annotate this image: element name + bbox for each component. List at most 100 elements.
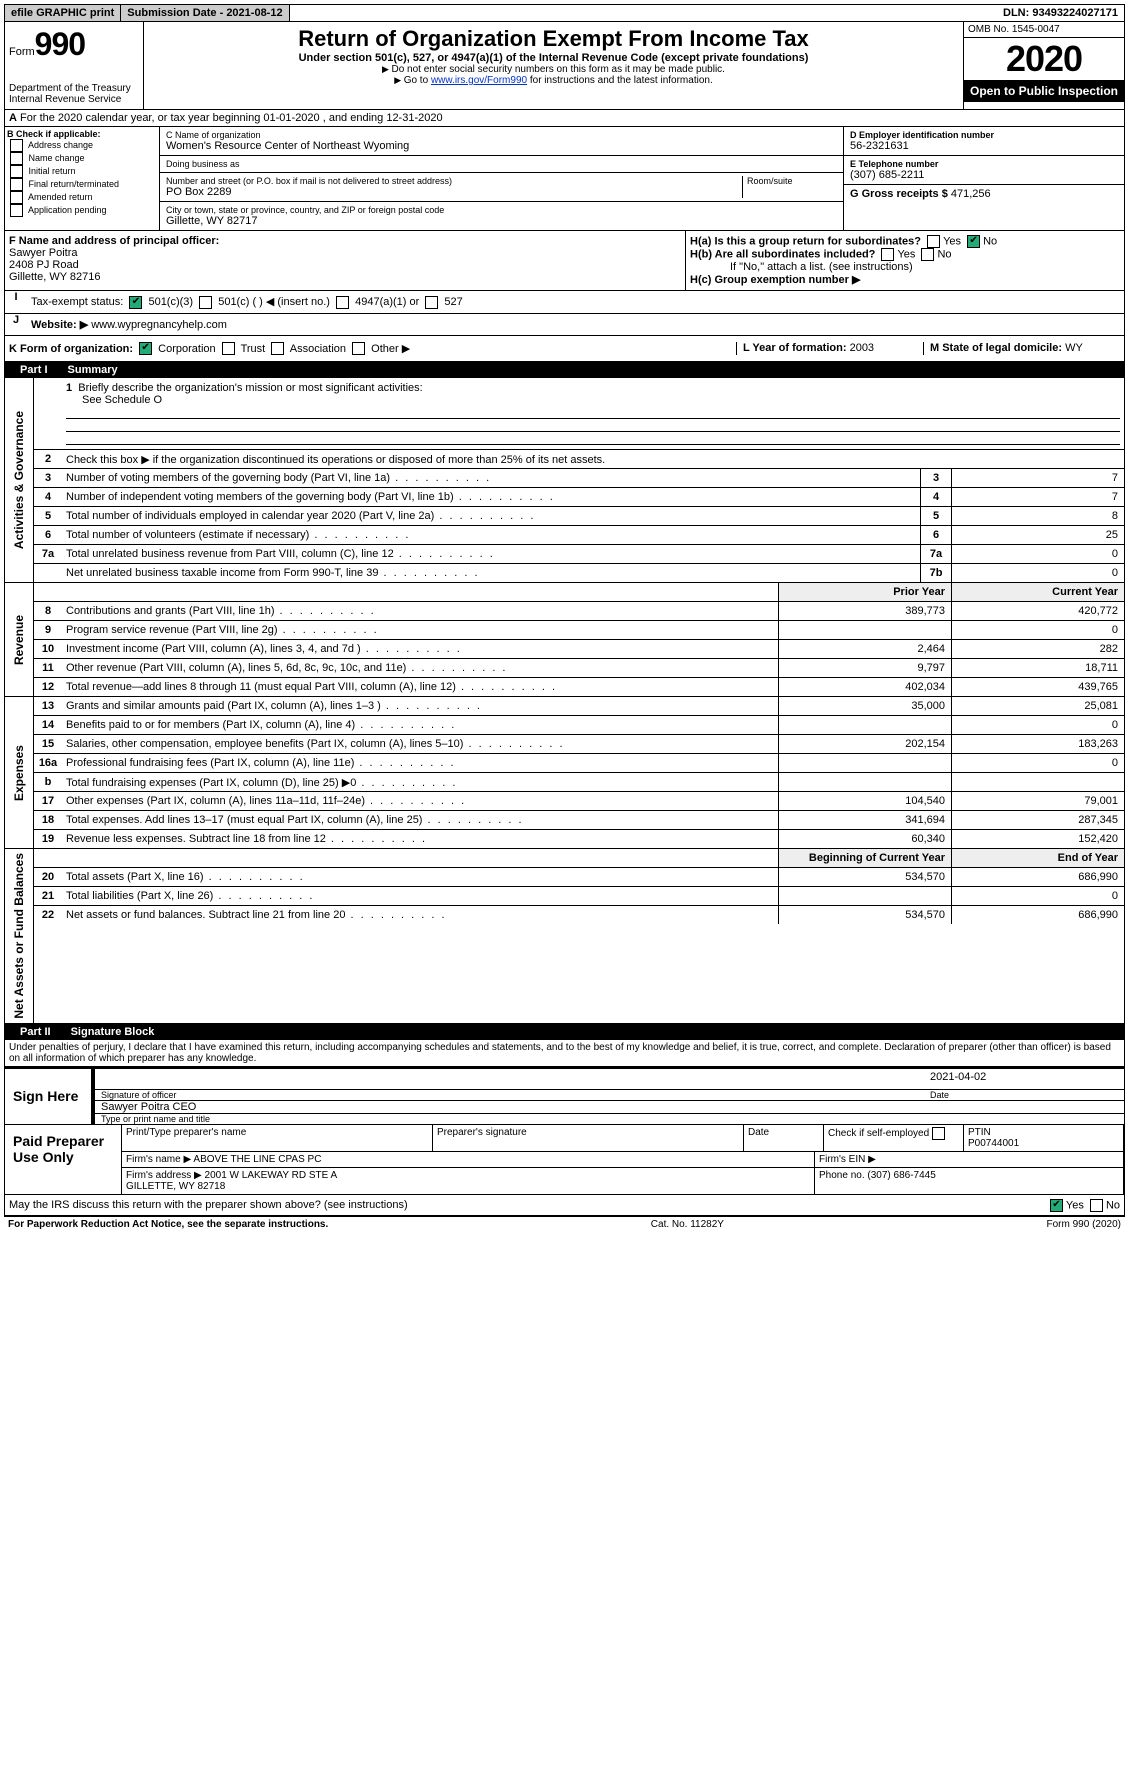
check-other[interactable] (352, 342, 365, 355)
website-url: www.wypregnancyhelp.com (91, 319, 227, 331)
mission-text: See Schedule O (82, 394, 162, 406)
submission-date: Submission Date - 2021-08-12 (121, 5, 289, 21)
efile-print-button[interactable]: efile GRAPHIC print (5, 5, 121, 21)
officer-label: F Name and address of principal officer: (9, 235, 681, 247)
opt-527: 527 (444, 296, 462, 308)
omb-number: OMB No. 1545-0047 (964, 22, 1124, 38)
discuss-row: May the IRS discuss this return with the… (4, 1195, 1125, 1216)
tax-exempt-label: Tax-exempt status: (31, 296, 123, 308)
form-subtitle: Under section 501(c), 527, or 4947(a)(1)… (148, 52, 959, 64)
line-9: 9Program service revenue (Part VIII, lin… (34, 621, 1124, 640)
department: Department of the Treasury Internal Reve… (9, 83, 139, 105)
check-initial-return[interactable] (10, 165, 23, 178)
tax-year: 2020 (964, 38, 1124, 80)
website-label: Website: ▶ (31, 319, 88, 331)
perjury-text: Under penalties of perjury, I declare th… (4, 1040, 1125, 1067)
hb-yes[interactable] (881, 248, 894, 261)
line-20: 20Total assets (Part X, line 16)534,5706… (34, 868, 1124, 887)
check-501c3[interactable]: ✔ (129, 296, 142, 309)
row-k: K Form of organization: ✔ Corporation Tr… (4, 336, 1125, 363)
officer-name: Sawyer Poitra (9, 247, 681, 259)
officer-addr1: 2408 PJ Road (9, 259, 681, 271)
ha-no[interactable]: ✔ (967, 235, 980, 248)
entity-block: B Check if applicable: Address change Na… (4, 127, 1125, 231)
check-527[interactable] (425, 296, 438, 309)
k-label: K Form of organization: (9, 343, 133, 355)
line-13: 13Grants and similar amounts paid (Part … (34, 697, 1124, 716)
prior-year-header: Prior Year (778, 583, 951, 601)
discuss-no[interactable] (1090, 1199, 1103, 1212)
firm-ein-label: Firm's EIN ▶ (815, 1152, 1124, 1168)
part1-heading: Summary (68, 364, 118, 376)
check-4947[interactable] (336, 296, 349, 309)
opt-assoc: Association (290, 343, 346, 355)
paid-preparer-block: Paid Preparer Use Only Print/Type prepar… (4, 1125, 1125, 1195)
part2-bar: Part II Signature Block (4, 1024, 1125, 1040)
line-21: 21Total liabilities (Part X, line 26)0 (34, 887, 1124, 906)
name-label: C Name of organization (166, 130, 837, 140)
check-name-change[interactable] (10, 152, 23, 165)
firm-name-label: Firm's name ▶ (126, 1154, 191, 1165)
check-final-return/terminated[interactable] (10, 178, 23, 191)
note-ssn: Do not enter social security numbers on … (148, 64, 959, 75)
firm-phone: (307) 686-7445 (867, 1170, 935, 1181)
sign-here-label: Sign Here (5, 1069, 91, 1124)
row-f-h: F Name and address of principal officer:… (4, 231, 1125, 291)
exp-label: Expenses (10, 741, 28, 805)
line-4: 4Number of independent voting members of… (34, 488, 1124, 507)
self-employed: Check if self-employed (824, 1125, 964, 1152)
line-14: 14Benefits paid to or for members (Part … (34, 716, 1124, 735)
gross-receipts: 471,256 (951, 188, 991, 200)
line-17: 17Other expenses (Part IX, column (A), l… (34, 792, 1124, 811)
check-corp[interactable]: ✔ (139, 342, 152, 355)
check-address-change[interactable] (10, 139, 23, 152)
check-501c[interactable] (199, 296, 212, 309)
check-self-employed[interactable] (932, 1127, 945, 1140)
hb-no[interactable] (921, 248, 934, 261)
firm-phone-label: Phone no. (819, 1170, 865, 1181)
line-15: 15Salaries, other compensation, employee… (34, 735, 1124, 754)
check-assoc[interactable] (271, 342, 284, 355)
check-application-pending[interactable] (10, 204, 23, 217)
form-ref: Form 990 (2020) (1047, 1219, 1121, 1230)
check-amended-return[interactable] (10, 191, 23, 204)
m-label: M State of legal domicile: (930, 342, 1062, 354)
opt-4947: 4947(a)(1) or (355, 296, 419, 308)
form-word: Form (9, 46, 35, 58)
line-6: 6Total number of volunteers (estimate if… (34, 526, 1124, 545)
org-name: Women's Resource Center of Northeast Wyo… (166, 140, 837, 152)
gov-label: Activities & Governance (10, 407, 28, 553)
opt-other: Other ▶ (371, 343, 410, 355)
domicile-state: WY (1065, 342, 1083, 354)
check-trust[interactable] (222, 342, 235, 355)
part1-title: Part I (12, 364, 56, 376)
part1-bar: Part I Summary (4, 362, 1125, 378)
irs-link[interactable]: www.irs.gov/Form990 (431, 75, 527, 86)
ha-yes[interactable] (927, 235, 940, 248)
city-state-zip: Gillette, WY 82717 (166, 215, 837, 227)
line-22: 22Net assets or fund balances. Subtract … (34, 906, 1124, 924)
note2-pre: Go to (404, 75, 431, 86)
line-7a: 7aTotal unrelated business revenue from … (34, 545, 1124, 564)
cat-no: Cat. No. 11282Y (651, 1219, 724, 1230)
ein: 56-2321631 (850, 140, 1118, 152)
opt-501c: 501(c) ( ) ◀ (insert no.) (218, 296, 330, 308)
officer-print-name: Sawyer Poitra CEO (95, 1101, 1124, 1114)
revenue-grid: Revenue Prior YearCurrent Year 8Contribu… (4, 583, 1125, 697)
line-18: 18Total expenses. Add lines 13–17 (must … (34, 811, 1124, 830)
hb: H(b) Are all subordinates included? Yes … (690, 248, 1120, 261)
pra-notice: For Paperwork Reduction Act Notice, see … (8, 1219, 328, 1230)
type-name-label: Type or print name and title (95, 1114, 1124, 1124)
phone: (307) 685-2211 (850, 169, 1118, 181)
part2-heading: Signature Block (71, 1026, 155, 1038)
ha: H(a) Is this a group return for subordin… (690, 235, 1120, 248)
line-b: bTotal fundraising expenses (Part IX, co… (34, 773, 1124, 792)
hb-note: If "No," attach a list. (see instruction… (730, 261, 1120, 273)
dln: DLN: 93493224027171 (997, 5, 1124, 21)
dba-label: Doing business as (166, 159, 837, 169)
discuss-yes[interactable]: ✔ (1050, 1199, 1063, 1212)
prep-date-label: Date (744, 1125, 824, 1152)
ein-label: D Employer identification number (850, 130, 1118, 140)
opt-corp: Corporation (158, 343, 215, 355)
form-title: Return of Organization Exempt From Incom… (148, 26, 959, 52)
